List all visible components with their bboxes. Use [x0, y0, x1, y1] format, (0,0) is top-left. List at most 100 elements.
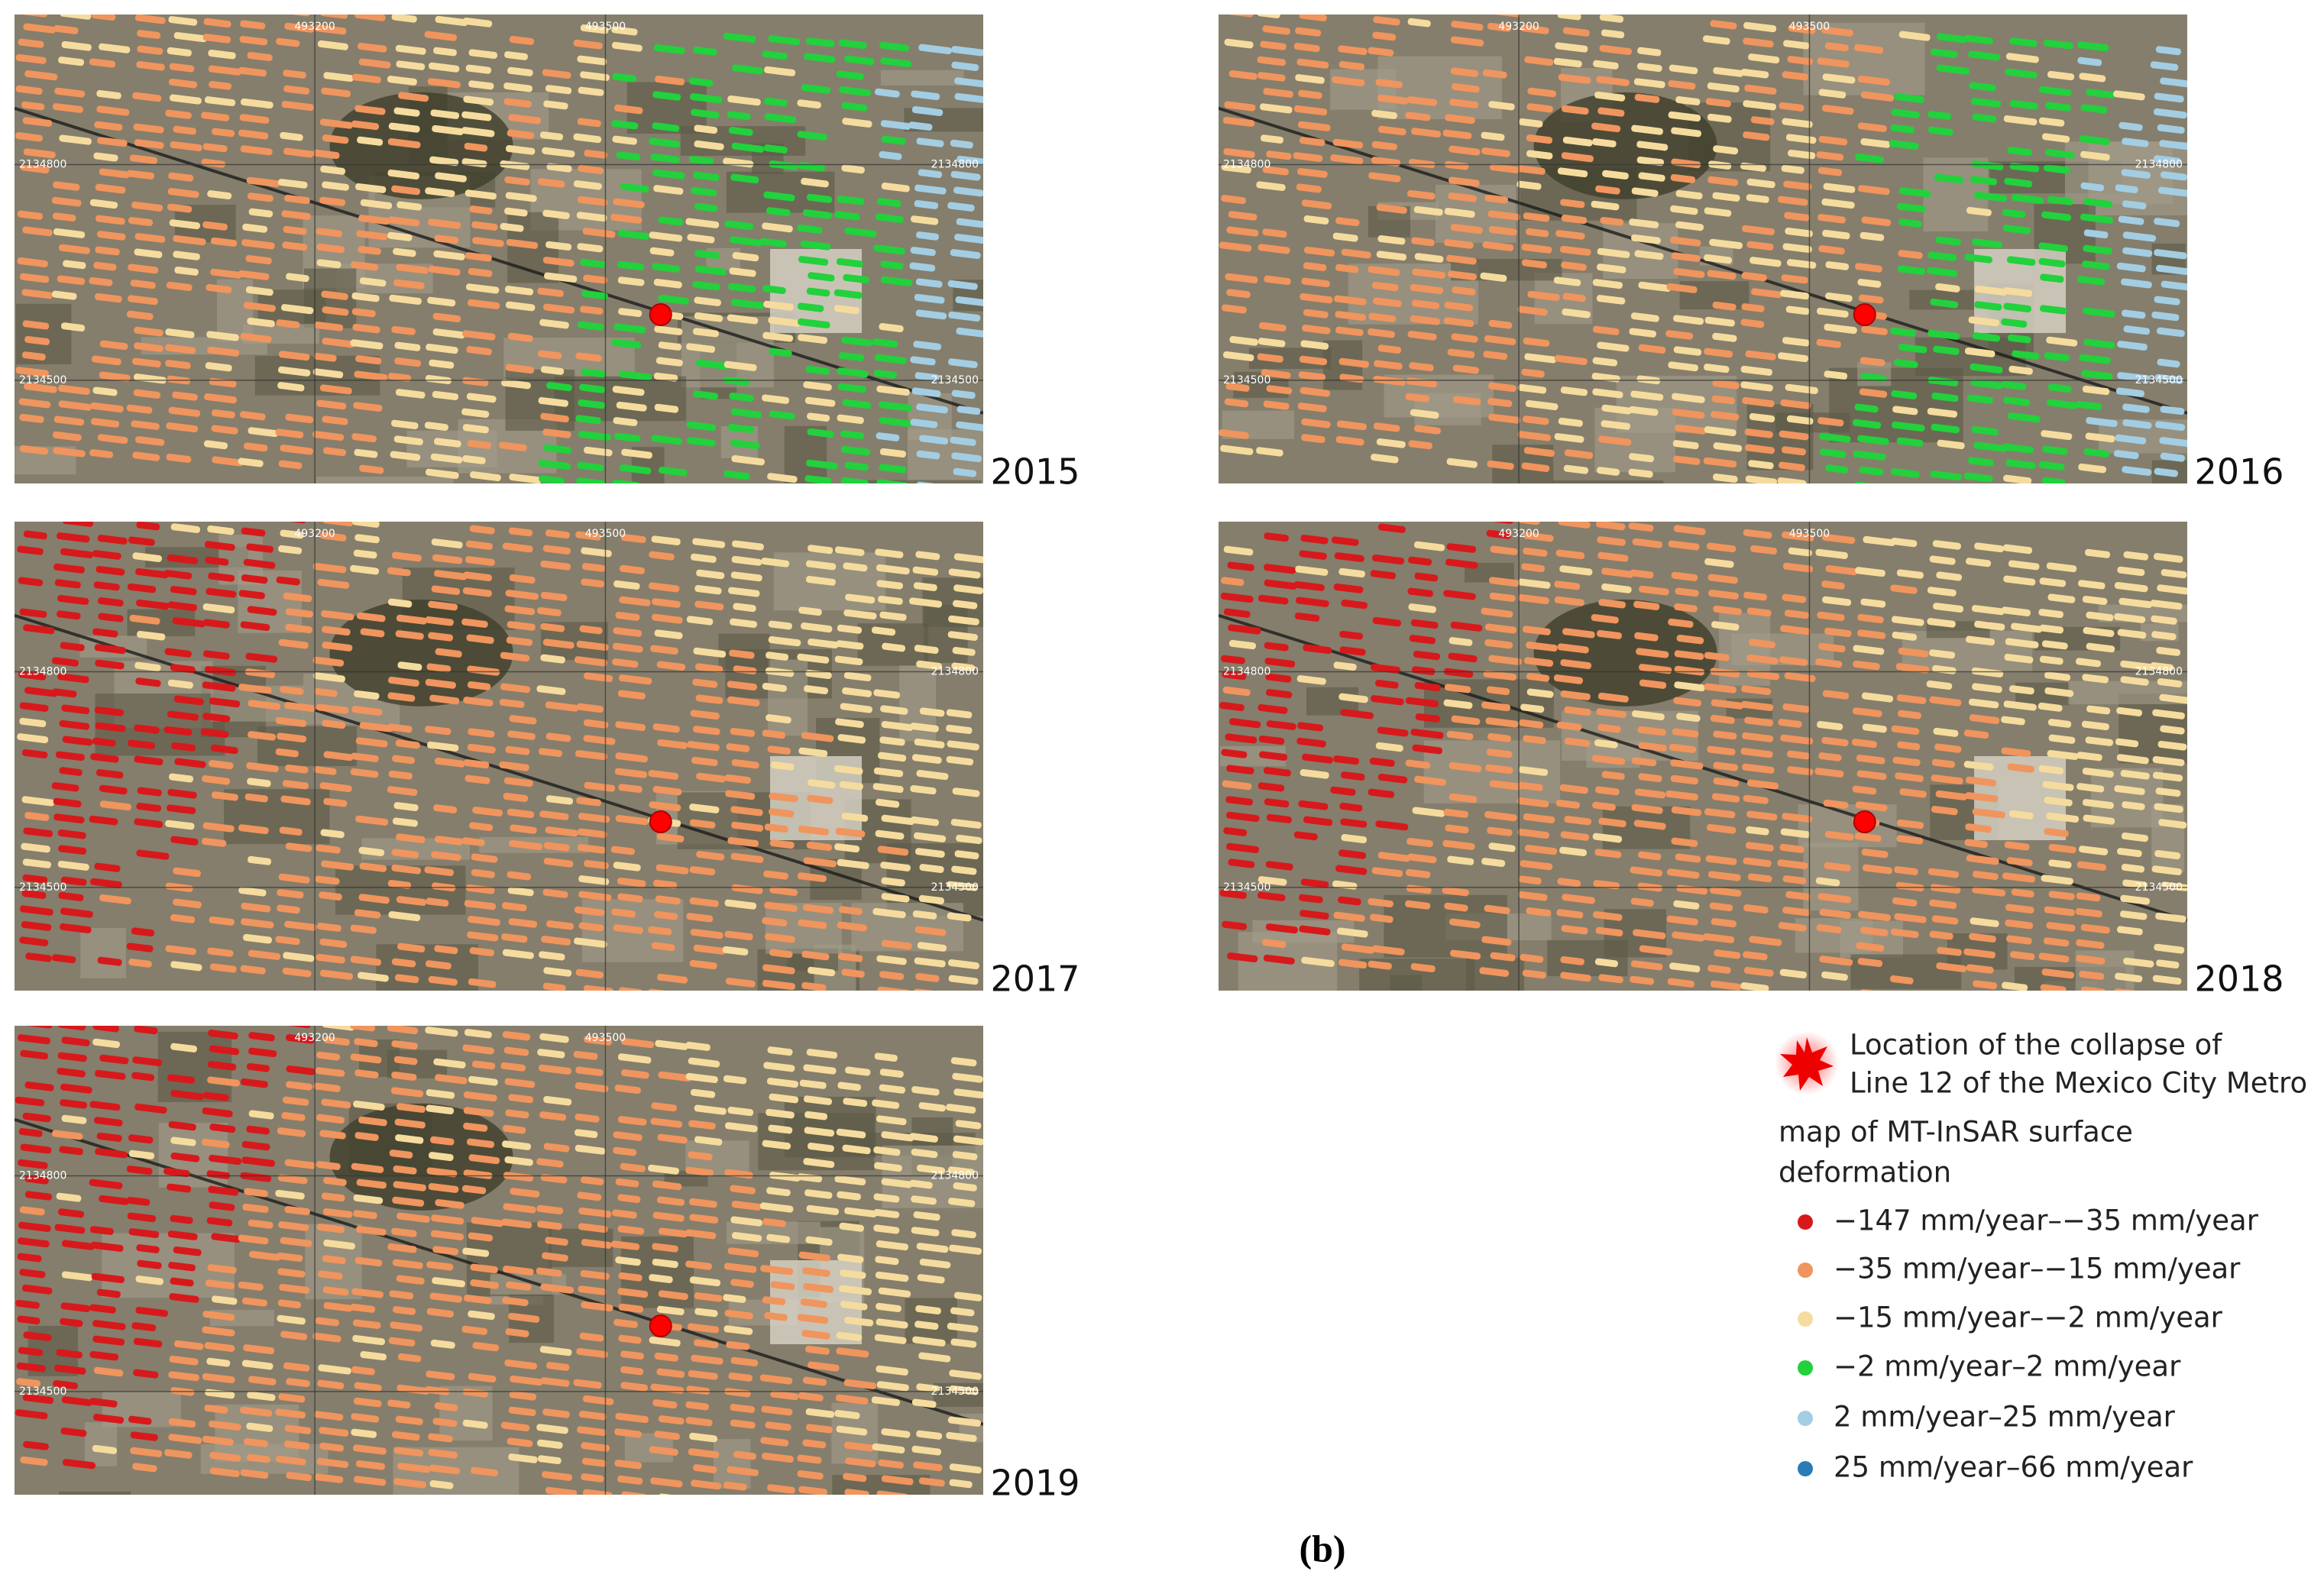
- deformation-point: [909, 262, 936, 272]
- deformation-point: [1787, 56, 1813, 66]
- deformation-point: [99, 0, 124, 6]
- deformation-point: [462, 587, 492, 597]
- deformation-point: [90, 753, 119, 763]
- deformation-point: [1594, 849, 1622, 858]
- deformation-point: [614, 1460, 642, 1470]
- deformation-point: [727, 95, 761, 106]
- deformation-point: [1448, 652, 1478, 663]
- deformation-point: [96, 1288, 121, 1298]
- deformation-point: [202, 221, 228, 231]
- deformation-point: [24, 335, 50, 345]
- deformation-point: [843, 1441, 875, 1452]
- deformation-point: [687, 1323, 720, 1334]
- deformation-point: [89, 1350, 119, 1361]
- deformation-point: [392, 817, 418, 827]
- deformation-point: [128, 1134, 154, 1144]
- deformation-point: [536, 1204, 564, 1214]
- deformation-point: [429, 156, 459, 167]
- deformation-point: [620, 1038, 655, 1049]
- deformation-point: [19, 936, 49, 946]
- deformation-point: [240, 145, 273, 156]
- deformation-point: [656, 1305, 685, 1316]
- deformation-point: [1931, 915, 1959, 925]
- deformation-point: [1523, 447, 1555, 458]
- deformation-point: [1523, 337, 1550, 348]
- deformation-point: [615, 611, 640, 621]
- deformation-point: [391, 1431, 420, 1441]
- deformation-point: [835, 718, 864, 729]
- deformation-point: [501, 379, 531, 390]
- deformation-point: [351, 1428, 377, 1438]
- deformation-point: [575, 531, 601, 541]
- deformation-point: [873, 1208, 900, 1219]
- deformation-point: [880, 862, 911, 871]
- deformation-point: [97, 535, 128, 545]
- deformation-point: [879, 416, 911, 427]
- deformation-point: [204, 1404, 228, 1414]
- deformation-point: [610, 1240, 640, 1250]
- deformation-point: [1368, 266, 1400, 276]
- deformation-point: [954, 850, 979, 860]
- deformation-point: [914, 738, 945, 749]
- deformation-point: [1224, 15, 1254, 18]
- deformation-point: [360, 628, 385, 638]
- deformation-point: [877, 986, 911, 991]
- deformation-point: [1444, 684, 1471, 694]
- deformation-point: [172, 391, 198, 401]
- deformation-point: [1599, 44, 1633, 56]
- deformation-point: [2079, 354, 2111, 364]
- deformation-point: [17, 733, 49, 744]
- deformation-point: [1821, 736, 1849, 747]
- deformation-point: [1266, 689, 1293, 699]
- deformation-point: [844, 1489, 869, 1495]
- deformation-point: [93, 1414, 125, 1424]
- deformation-point: [312, 562, 347, 574]
- year-label: 2019: [990, 1463, 1079, 1504]
- deformation-point: [649, 231, 683, 242]
- deformation-point: [53, 563, 85, 574]
- deformation-point: [137, 787, 162, 797]
- deformation-point: [282, 1096, 309, 1106]
- deformation-point: [953, 1135, 983, 1146]
- deformation-point: [1297, 403, 1327, 412]
- deformation-point: [578, 875, 610, 885]
- deformation-point: [134, 342, 163, 352]
- deformation-point: [53, 415, 85, 426]
- deformation-point: [249, 1250, 281, 1261]
- deformation-point: [1935, 283, 1960, 293]
- deformation-point: [1371, 453, 1399, 464]
- map-grid-label: 2134500: [2135, 374, 2183, 386]
- deformation-point: [804, 396, 836, 407]
- deformation-point: [1852, 785, 1877, 795]
- deformation-point: [20, 1456, 48, 1466]
- deformation-point: [1487, 398, 1513, 407]
- deformation-point: [1222, 671, 1247, 681]
- deformation-point: [1597, 247, 1630, 258]
- deformation-point: [1821, 971, 1848, 981]
- deformation-point: [650, 153, 680, 163]
- deformation-point: [1482, 69, 1507, 79]
- deformation-point: [615, 1412, 649, 1424]
- deformation-point: [396, 1275, 425, 1285]
- deformation-point: [2150, 662, 2174, 671]
- deformation-point: [1450, 621, 1483, 632]
- deformation-point: [433, 438, 461, 448]
- deformation-point: [1487, 826, 1513, 836]
- map-grid-label: 2134800: [931, 665, 979, 677]
- deformation-point: [1892, 421, 1925, 432]
- deformation-point: [651, 613, 683, 624]
- deformation-point: [804, 1111, 828, 1120]
- deformation-point: [354, 909, 381, 919]
- deformation-point: [1228, 70, 1257, 80]
- deformation-point: [1562, 894, 1595, 904]
- deformation-point: [1602, 170, 1629, 179]
- deformation-point: [2077, 57, 2102, 66]
- deformation-point: [504, 1156, 533, 1166]
- deformation-point: [167, 1074, 196, 1084]
- deformation-point: [464, 189, 497, 200]
- deformation-point: [1559, 565, 1593, 576]
- deformation-point: [281, 210, 311, 220]
- deformation-point: [467, 681, 491, 690]
- deformation-point: [356, 612, 386, 622]
- deformation-point: [1702, 933, 1735, 943]
